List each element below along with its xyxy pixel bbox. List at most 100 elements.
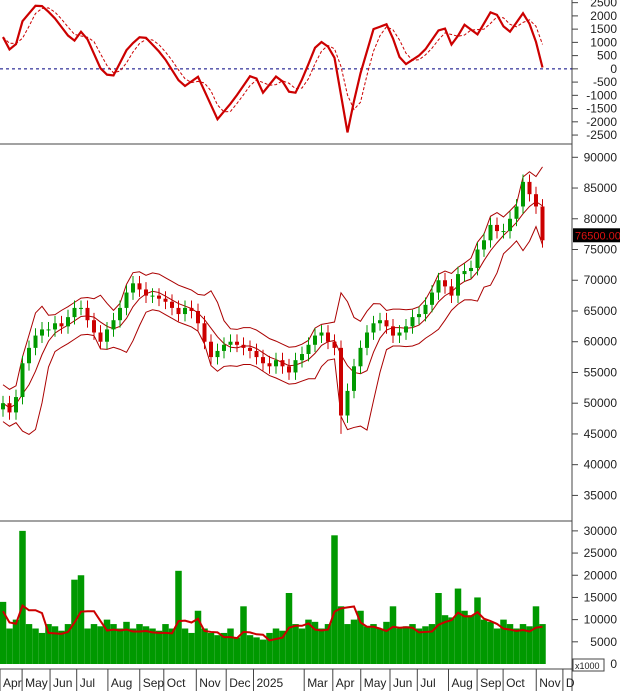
volume-bar <box>435 593 442 664</box>
month-label: 2025 <box>257 676 284 690</box>
candle-body <box>7 403 12 413</box>
oscillator-tick-label: -1500 <box>586 102 617 116</box>
volume-bar <box>201 628 208 664</box>
volume-bar <box>526 626 533 664</box>
candle-body <box>326 332 330 342</box>
candle-body <box>521 181 525 207</box>
candle-body <box>527 181 532 195</box>
candle-body <box>384 320 389 327</box>
volume-bar <box>500 619 507 664</box>
candle-body <box>449 286 454 296</box>
volume-bar <box>136 624 143 664</box>
candle-body <box>417 314 421 318</box>
month-label: Jun <box>53 676 72 690</box>
candle-body <box>443 280 447 287</box>
month-label: Jul <box>80 676 95 690</box>
candle-body <box>79 307 83 309</box>
candle-body <box>339 347 343 416</box>
volume-bar <box>51 626 59 664</box>
candle-body <box>540 206 545 241</box>
price-tick-label: 90000 <box>584 150 618 164</box>
month-label: Dec <box>229 676 250 690</box>
volume-bar <box>259 639 267 664</box>
oscillator-line <box>2 4 544 133</box>
volume-bar <box>519 624 527 664</box>
candle-body <box>456 274 460 296</box>
month-label: Jun <box>393 676 412 690</box>
volume-bar <box>38 632 46 664</box>
volume-bar <box>84 628 91 664</box>
oscillator-tick-label: -2000 <box>586 115 617 129</box>
candle-body <box>514 206 519 219</box>
candle-body <box>14 397 18 413</box>
candle-body <box>280 360 285 367</box>
volume-tick-label: 20000 <box>584 568 618 582</box>
volume-bar <box>539 624 546 664</box>
volume-bar <box>363 626 371 664</box>
candle-body <box>59 323 64 327</box>
volume-bar <box>19 530 26 664</box>
price-tick-label: 40000 <box>584 458 618 472</box>
volume-bar <box>240 606 247 664</box>
volume-ma-line <box>2 603 543 642</box>
volume-bar <box>292 624 299 664</box>
candle-body <box>365 332 369 348</box>
candle-body <box>508 218 512 232</box>
volume-bar <box>220 632 228 664</box>
price-tick-label: 70000 <box>584 273 618 287</box>
candle-body <box>469 267 473 272</box>
volume-bar <box>318 628 325 664</box>
price-tick-label: 60000 <box>584 335 618 349</box>
volume-bar <box>467 615 475 664</box>
volume-bar <box>6 628 13 664</box>
candle-body <box>124 292 129 308</box>
oscillator-tick-label: 1500 <box>590 22 617 36</box>
volume-bar <box>370 624 377 664</box>
volume-bar <box>45 624 52 664</box>
candle-body <box>345 390 350 416</box>
last-price-label: 76500.00 <box>575 230 620 242</box>
month-label: May <box>25 676 48 690</box>
month-label: Jul <box>420 676 435 690</box>
month-label: Sep <box>480 676 502 690</box>
volume-tick-label: 30000 <box>584 524 618 538</box>
last-price-box <box>573 228 620 243</box>
volume-bar <box>324 624 332 664</box>
candle-body <box>313 335 317 345</box>
volume-bar <box>123 621 130 664</box>
volume-bar <box>513 628 520 664</box>
candle-body <box>222 344 226 351</box>
unit-box <box>572 658 605 672</box>
candle-body <box>501 231 506 233</box>
month-label: Oct <box>167 676 186 690</box>
candle-body <box>53 323 57 330</box>
candle-body <box>215 350 220 358</box>
candle-body <box>534 194 538 207</box>
volume-bar <box>474 597 481 664</box>
volume-tick-label: 25000 <box>584 546 618 560</box>
volume-bar <box>90 624 98 664</box>
candle-body <box>495 224 499 232</box>
bollinger-lower <box>2 225 543 435</box>
oscillator-signal-line <box>2 7 543 113</box>
volume-unit-label: x1000 <box>575 661 600 671</box>
candle-body <box>1 403 5 410</box>
candle-body <box>105 329 109 342</box>
price-tick-label: 75000 <box>584 243 618 257</box>
volume-bar <box>506 624 514 664</box>
candle-body <box>391 326 395 336</box>
candle-body <box>430 292 434 305</box>
volume-bar <box>116 628 124 664</box>
volume-bar <box>409 624 416 664</box>
volume-bar <box>266 632 273 664</box>
volume-bar <box>233 637 241 664</box>
candle-body <box>241 344 246 348</box>
volume-bar <box>428 624 436 664</box>
volume-bar <box>246 635 254 664</box>
month-label: Oct <box>506 676 525 690</box>
volume-tick-label: 15000 <box>584 590 618 604</box>
candle-body <box>287 366 291 373</box>
candle-body <box>85 307 90 321</box>
volume-bar <box>415 628 423 664</box>
candle-body <box>352 366 356 391</box>
